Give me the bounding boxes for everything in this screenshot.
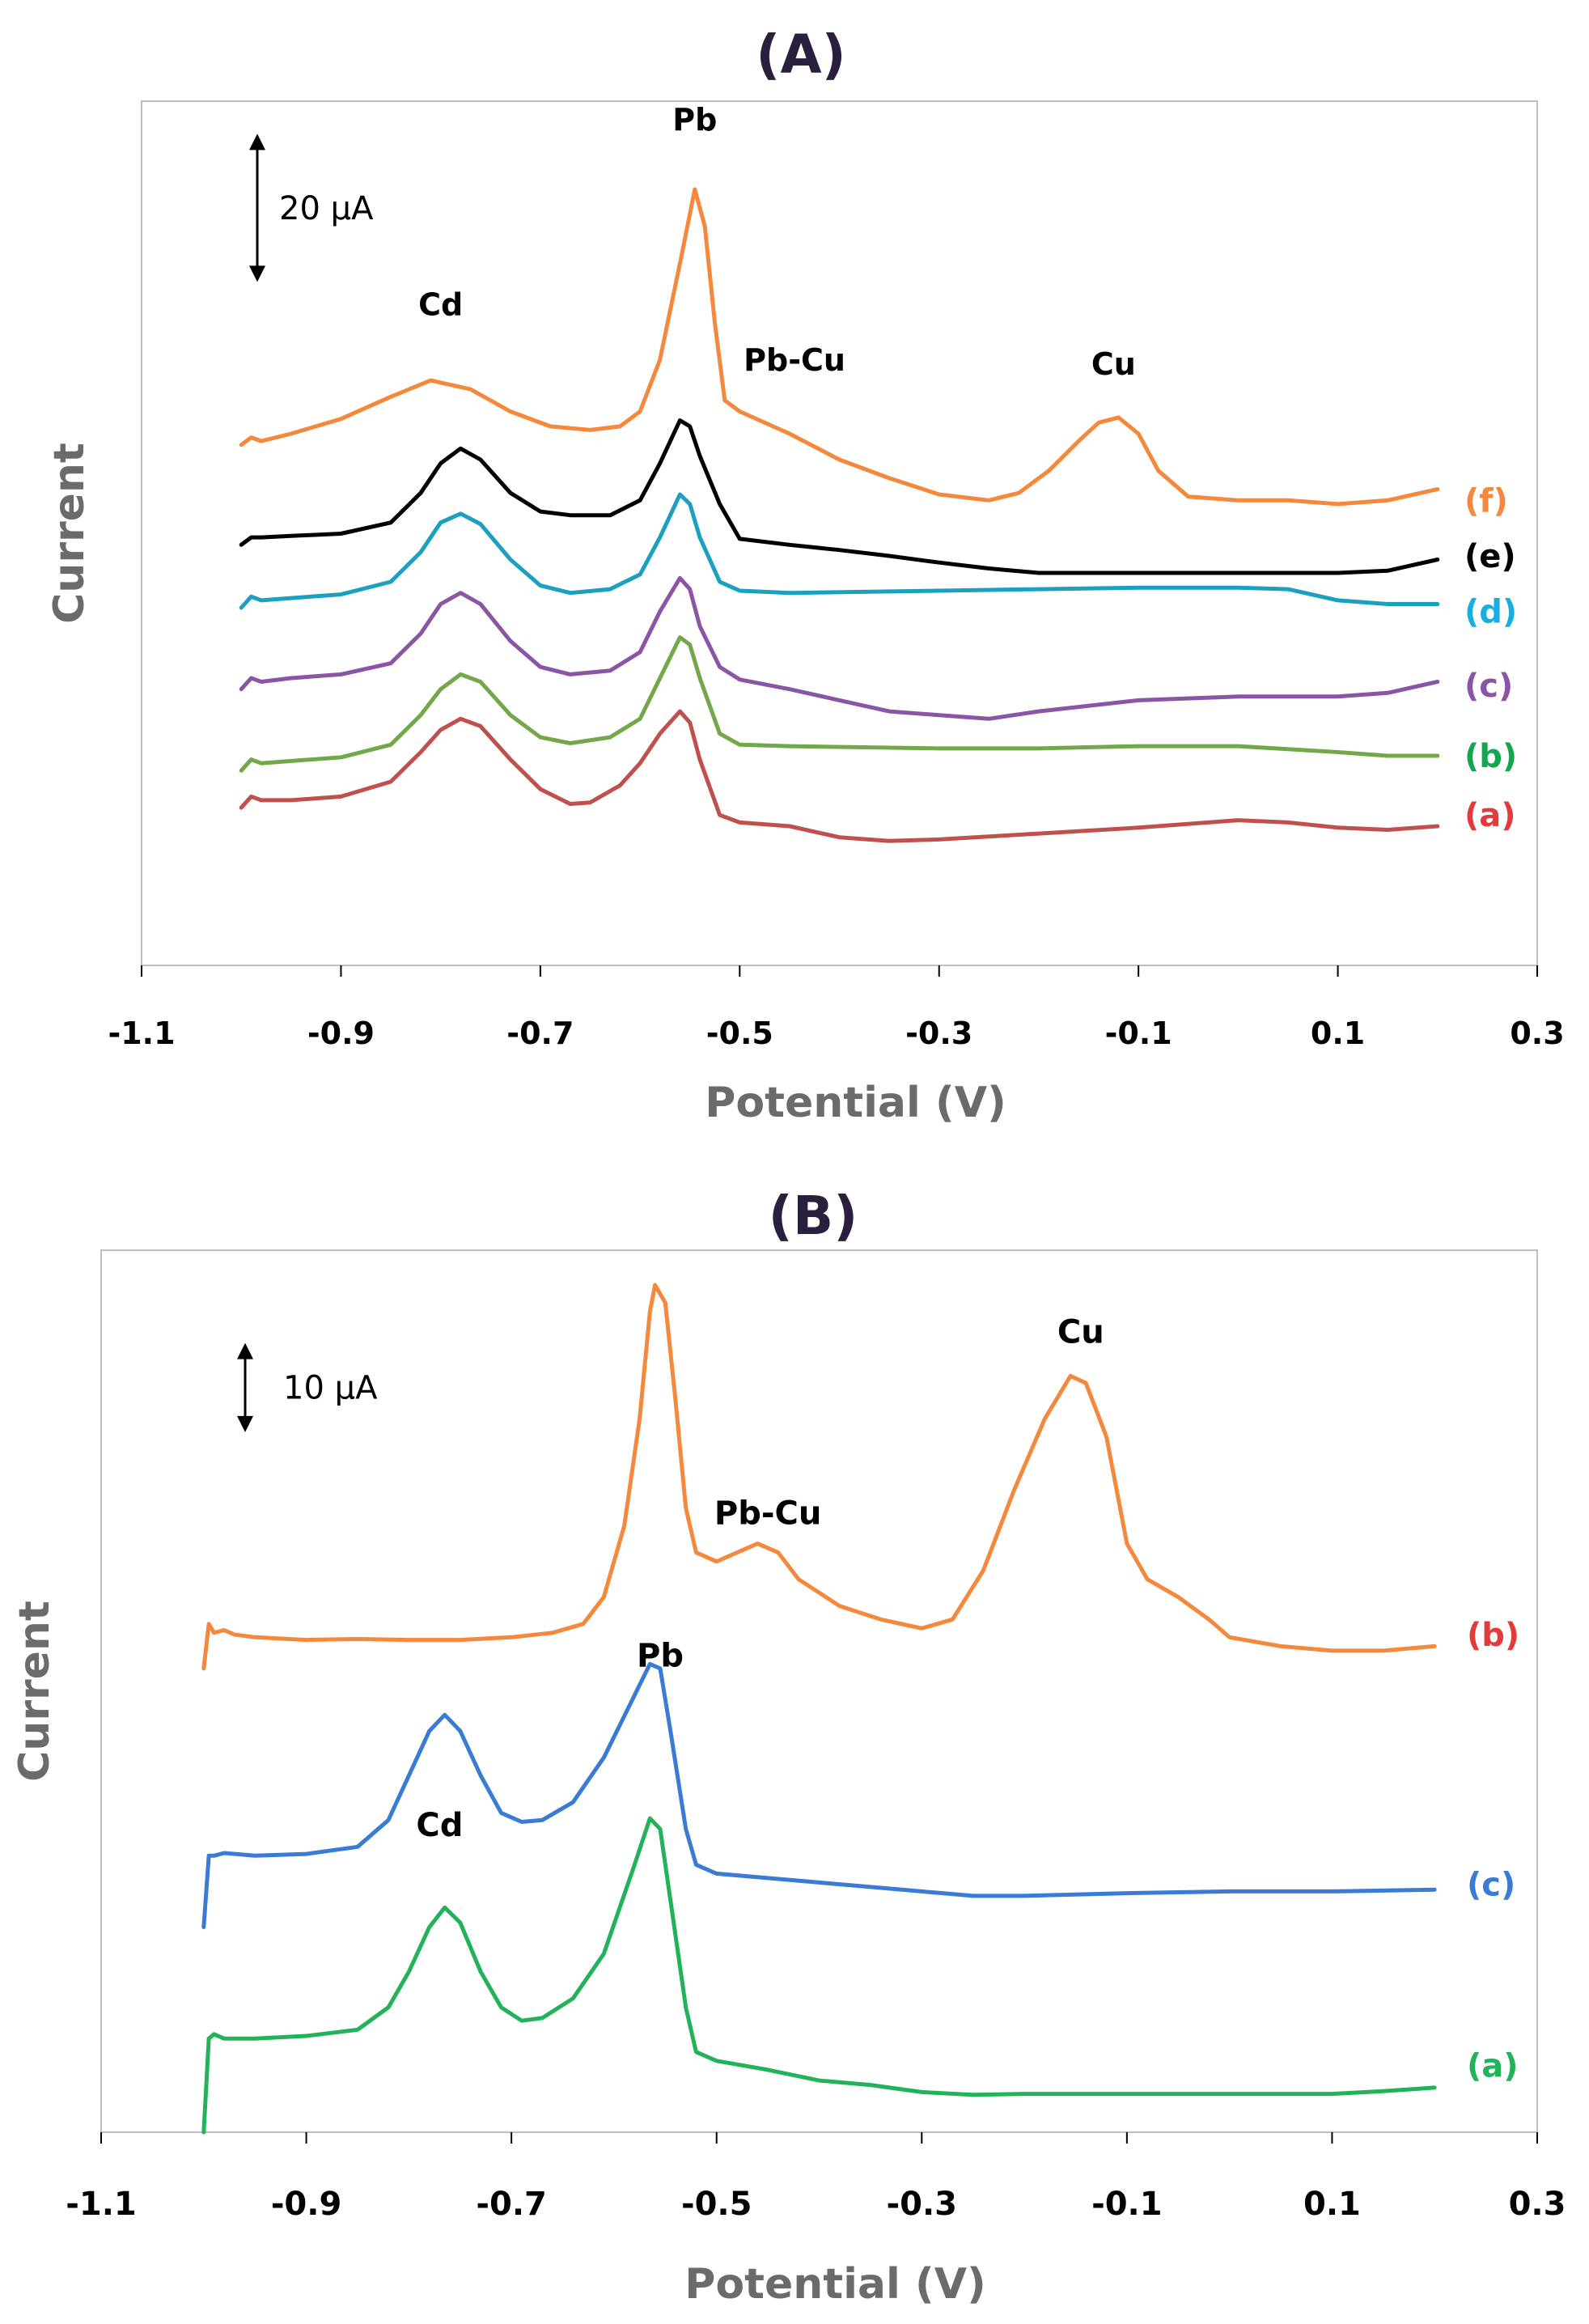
series-line-a [201, 1816, 1437, 2135]
curve-label: (a) [1467, 2047, 1519, 2084]
x-tick-label: 0.3 [1510, 1016, 1564, 1051]
series-line-e [239, 418, 1440, 575]
curve-label: (a) [1464, 797, 1516, 834]
x-tick-label: -0.3 [905, 1016, 972, 1051]
peak-label: Cu [1057, 1314, 1104, 1351]
peak-label: Pb-Cu [714, 1495, 821, 1532]
peak-label: Pb-Cu [744, 342, 845, 378]
curve-label: (f) [1464, 482, 1508, 520]
x-tick-label: 0.3 [1509, 2186, 1566, 2223]
curve-label: (e) [1464, 538, 1516, 575]
scale-arrow-up-icon [249, 134, 265, 151]
x-tick-label: -0.9 [307, 1016, 375, 1051]
chart-title: (A) [756, 23, 845, 86]
scale-bar-label: 20 µA [279, 190, 374, 227]
x-tick-label: -1.1 [66, 2186, 136, 2223]
series-line-b [201, 1283, 1437, 1671]
plot-frame [141, 100, 1538, 966]
curve-label: (b) [1467, 1617, 1519, 1654]
curve-label: (b) [1464, 738, 1517, 775]
curve-label: (d) [1464, 594, 1517, 631]
y-axis-label: Current [45, 443, 94, 624]
x-tick-label: -0.3 [887, 2186, 957, 2223]
x-tick-label: 0.1 [1311, 1016, 1365, 1051]
series-line-b [239, 635, 1440, 773]
x-tick-label: -0.5 [706, 1016, 773, 1051]
peak-label: Cd [418, 287, 463, 323]
scale-arrow-down-icon [237, 1415, 253, 1432]
scale-bar-label: 10 µA [283, 1370, 378, 1407]
x-tick-label: -0.9 [271, 2186, 341, 2223]
series-line-c [239, 575, 1440, 721]
x-axis-label: Potential (V) [684, 2260, 985, 2309]
y-axis-label: Current [11, 1601, 59, 1782]
curve-label: (c) [1467, 1867, 1515, 1904]
peak-label: Pb [637, 1638, 684, 1675]
x-tick-label: -0.1 [1105, 1016, 1172, 1051]
chart-title: (B) [769, 1185, 858, 1247]
x-tick-label: -0.5 [681, 2186, 752, 2223]
series-line-f [239, 187, 1440, 507]
peak-label: Pb [672, 102, 717, 138]
scale-arrow-up-icon [237, 1342, 253, 1359]
x-tick-label: -0.7 [476, 2186, 546, 2223]
series-line-c [201, 1661, 1437, 1929]
series-line-d [239, 492, 1440, 610]
x-tick-label: 0.1 [1303, 2186, 1361, 2223]
panel-a: -1.1 -0.9 -0.7 -0.5 -0.3 -0.1 0.1 0.3 (A) Potenti… [45, 23, 1565, 1127]
scale-arrow-down-icon [249, 265, 265, 282]
x-tick-label: -0.7 [506, 1016, 574, 1051]
curve-label: (c) [1464, 668, 1513, 705]
x-tick-label: -0.1 [1091, 2186, 1162, 2223]
panel-b: -1.1 -0.9 -0.7 -0.5 -0.3 -0.1 0.1 0.3 (B) Potenti… [11, 1185, 1566, 2309]
plot-frame [100, 1249, 1538, 2133]
x-tick-label: -1.1 [108, 1016, 175, 1051]
peak-label: Cd [416, 1807, 463, 1844]
x-axis-label: Potential (V) [705, 1079, 1006, 1127]
series-line-a [239, 709, 1440, 843]
peak-label: Cu [1091, 346, 1136, 382]
